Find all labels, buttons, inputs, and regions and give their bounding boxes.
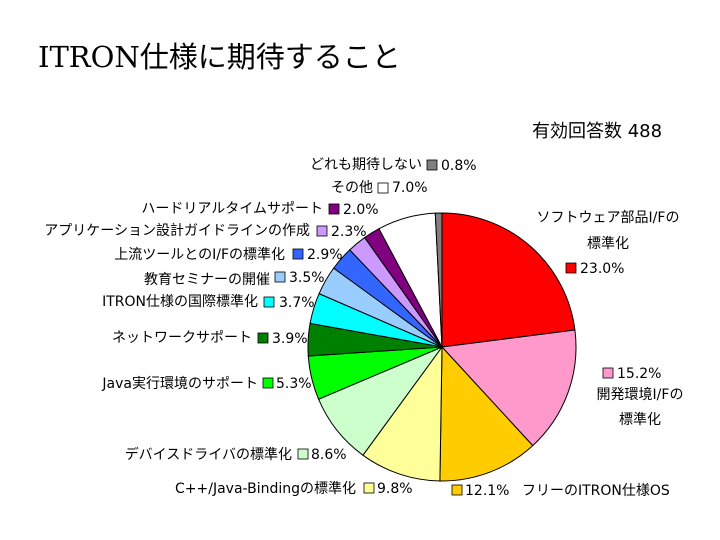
slice-label: ITRON仕様の国際標準化 <box>102 294 258 310</box>
slice-value-label: 3.9% <box>272 331 308 347</box>
slice-value-label: 9.8% <box>377 481 413 497</box>
slice-value-label: 5.3% <box>276 376 312 392</box>
slice-value-label: 12.1% <box>465 483 509 499</box>
slice-label: 開発環境I/Fの <box>597 387 684 403</box>
legend-swatch <box>377 182 389 194</box>
pie-slice <box>434 212 443 348</box>
slice-label: 標準化 <box>587 236 629 252</box>
slice-value-label: 2.9% <box>307 247 343 263</box>
slice-value-label: 2.3% <box>331 224 367 240</box>
slice-label: ソフトウェア部品I/Fの <box>537 210 680 226</box>
slice-label: その他 <box>331 180 373 196</box>
legend-swatch <box>565 262 577 274</box>
slice-value-label: 0.8% <box>441 158 477 174</box>
slice-label: ハードリアルタイムサポート <box>141 201 323 217</box>
slice-value-label: 23.0% <box>580 261 624 277</box>
legend-swatch <box>363 482 375 494</box>
slice-label: どれも期待しない <box>310 157 422 173</box>
legend-swatch <box>262 377 274 389</box>
legend-swatch <box>297 448 309 460</box>
response-count: 有効回答数 488 <box>532 121 663 142</box>
pie-slice <box>362 345 443 482</box>
legend-swatch <box>602 367 614 379</box>
slice-label: 教育セミナーの開催 <box>144 272 270 288</box>
slice-value-label: 8.6% <box>311 447 347 463</box>
slice-label: 上流ツールとのI/Fの標準化 <box>114 247 285 263</box>
chart-title: ITRON仕様に期待すること <box>38 40 401 74</box>
pie-slice <box>439 345 534 482</box>
slice-label: デバイスドライバの標準化 <box>125 446 292 463</box>
pie-slice <box>441 212 576 348</box>
legend-swatch <box>292 248 304 260</box>
slice-label: ネットワークサポート <box>112 330 252 346</box>
legend-swatch <box>263 296 275 308</box>
legend-swatch <box>257 332 269 344</box>
legend-swatch <box>274 271 286 283</box>
slice-label: フリーのITRON仕様OS <box>522 483 670 499</box>
legend-swatch <box>451 484 463 496</box>
slice-label: 標準化 <box>619 412 661 428</box>
legend-swatch <box>316 225 328 237</box>
slice-value-label: 3.5% <box>289 270 325 286</box>
slice-label: Java実行環境のサポート <box>101 376 258 392</box>
slice-value-label: 2.0% <box>343 202 379 218</box>
legend-swatch <box>426 159 438 171</box>
slice-label: アプリケーション設計ガイドラインの作成 <box>44 223 310 239</box>
slice-label: C++/Java-Bindingの標準化 <box>175 481 356 497</box>
legend-swatch <box>328 203 340 215</box>
pie-slice <box>440 329 577 447</box>
slice-value-label: 3.7% <box>279 295 315 311</box>
slice-value-label: 7.0% <box>392 180 428 196</box>
slice-value-label: 15.2% <box>617 366 661 382</box>
